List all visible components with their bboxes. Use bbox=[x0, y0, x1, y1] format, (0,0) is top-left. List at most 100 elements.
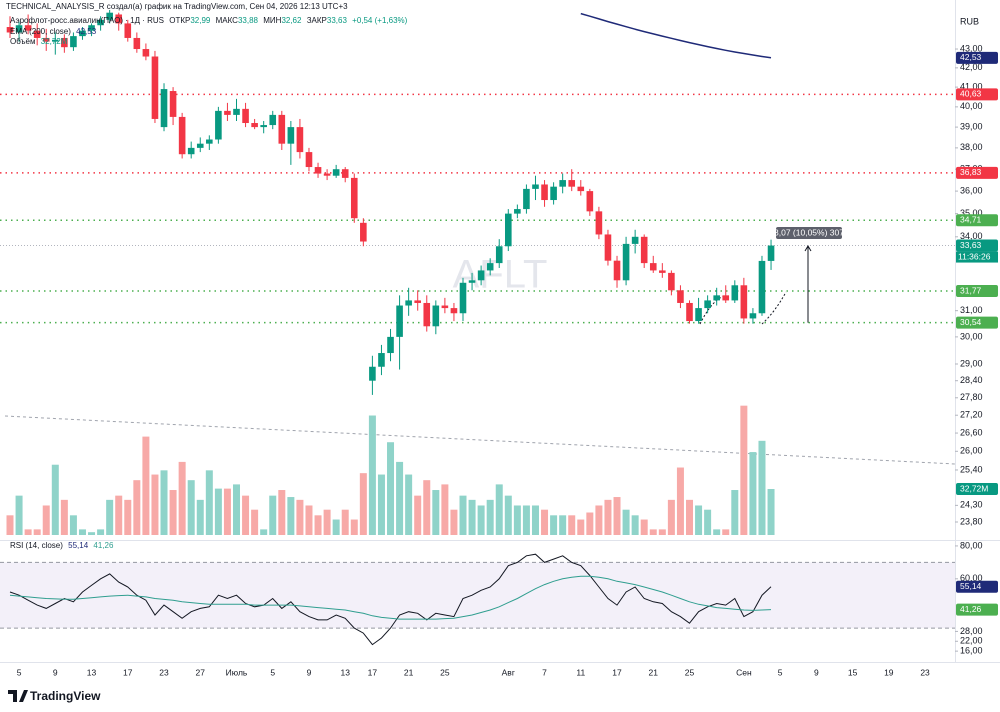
x-tick-label: 21 bbox=[404, 667, 414, 677]
rsi-line bbox=[9, 553, 772, 646]
legend-ema: EMA (200, close) 42,53 bbox=[10, 27, 97, 36]
volume-bar bbox=[441, 484, 449, 535]
brand: TradingView bbox=[30, 689, 101, 703]
ema-label-box bbox=[956, 51, 998, 64]
volume-bar bbox=[160, 470, 168, 535]
ohlc-value: 32,99 bbox=[190, 16, 211, 25]
legend-volume: Объём 32,72M bbox=[10, 37, 68, 46]
y-tick-label: 41,00 bbox=[960, 81, 983, 91]
candle-body bbox=[79, 30, 86, 37]
volume-bar bbox=[522, 505, 530, 535]
y-tick-label: 35,00 bbox=[960, 208, 983, 218]
volume-bar bbox=[187, 480, 195, 535]
candle-body bbox=[206, 139, 213, 144]
ohlc-label: ОТКР bbox=[169, 16, 190, 25]
volume-bar bbox=[296, 499, 304, 535]
volume-bar bbox=[459, 495, 467, 535]
level-label: 31,77 bbox=[960, 285, 982, 295]
x-tick-label: 13 bbox=[87, 667, 97, 677]
candle-body bbox=[24, 25, 32, 31]
candle-body bbox=[251, 123, 258, 128]
candle-body bbox=[613, 260, 621, 281]
volume-bar bbox=[722, 529, 730, 535]
candle-body bbox=[178, 116, 186, 155]
x-tick-label: 17 bbox=[123, 667, 133, 677]
footer bbox=[0, 682, 1000, 712]
candle-body bbox=[260, 125, 267, 128]
level-label-box bbox=[956, 214, 998, 227]
volume-bar bbox=[323, 509, 331, 535]
rsi-title: RSI (14, close) bbox=[10, 541, 63, 550]
y-tick-label: 36,00 bbox=[960, 185, 983, 195]
candle-body bbox=[550, 186, 557, 201]
x-tick-label: 9 bbox=[307, 667, 312, 677]
x-tick-label: Июль bbox=[226, 667, 248, 677]
volume-bar bbox=[432, 490, 440, 535]
y-tick-label: 28,40 bbox=[960, 375, 983, 385]
brand-logo bbox=[8, 690, 28, 702]
volume-bar bbox=[405, 474, 413, 535]
candle-body bbox=[115, 14, 123, 24]
change: +0,54 (+1,63%) bbox=[352, 16, 407, 25]
candle-body bbox=[631, 236, 639, 244]
volume-bar bbox=[78, 529, 86, 535]
level-label: 40,63 bbox=[960, 89, 982, 99]
volume-bar bbox=[24, 529, 32, 535]
candle-body bbox=[686, 302, 693, 322]
candle-body bbox=[360, 222, 367, 242]
x-tick-label: 27 bbox=[196, 667, 206, 677]
volume-bar bbox=[658, 529, 666, 535]
currency: RUB bbox=[960, 16, 979, 26]
rsi-tick-label: 16,00 bbox=[960, 646, 983, 656]
ohlc-label: МИН bbox=[263, 16, 281, 25]
x-tick-label: 5 bbox=[778, 667, 783, 677]
x-tick-label: 7 bbox=[542, 667, 547, 677]
candle-body bbox=[767, 245, 775, 261]
volume-bar bbox=[115, 495, 123, 535]
ema-name: EMA (200, close) bbox=[10, 27, 71, 36]
volume-bar bbox=[178, 461, 186, 535]
candle-body bbox=[450, 308, 458, 314]
rsi-tick-label: 80,00 bbox=[960, 540, 983, 550]
candle-body bbox=[133, 37, 141, 50]
volume-bar bbox=[368, 415, 376, 535]
legend-rsi: RSI (14, close) 55,14 41,26 bbox=[10, 541, 114, 550]
volume-bar bbox=[242, 495, 250, 535]
y-tick-label: 31,00 bbox=[960, 305, 983, 315]
projection-drawing bbox=[699, 291, 787, 325]
candle-body bbox=[677, 290, 684, 303]
volume-bar bbox=[142, 436, 150, 535]
candle-body bbox=[459, 282, 467, 314]
volume-bar bbox=[6, 515, 14, 535]
volume-bar bbox=[359, 473, 367, 535]
rsi-tick-label: 22,00 bbox=[960, 636, 983, 646]
volume-bar bbox=[631, 515, 639, 535]
y-tick-label: 27,80 bbox=[960, 392, 983, 402]
volume-bar bbox=[387, 442, 395, 535]
volume-bar bbox=[233, 484, 240, 535]
rsi-value-label-box bbox=[956, 603, 998, 616]
x-tick-label: 15 bbox=[848, 667, 858, 677]
ema-line bbox=[580, 12, 772, 59]
candle-body bbox=[233, 108, 240, 115]
x-tick-label: 19 bbox=[884, 667, 894, 677]
volume-bar bbox=[740, 405, 748, 535]
header: TECHNICAL_ANALYSIS_R создал(а) график на… bbox=[6, 2, 348, 11]
candle-body bbox=[396, 305, 403, 337]
volume-bar bbox=[468, 499, 476, 535]
candle-body bbox=[640, 236, 648, 264]
volume-bar bbox=[124, 499, 132, 535]
volume-bar bbox=[586, 512, 594, 535]
volume-bar bbox=[531, 505, 539, 535]
candle-body bbox=[305, 152, 313, 168]
ema-label: 42,53 bbox=[960, 52, 982, 62]
volume-bar bbox=[260, 529, 268, 535]
rsi-tick-label: 60,00 bbox=[960, 573, 983, 583]
volume-bar bbox=[196, 499, 204, 535]
candle-body bbox=[749, 313, 757, 319]
candle-body bbox=[604, 234, 612, 261]
candle-body bbox=[151, 56, 159, 119]
candle-body bbox=[369, 366, 376, 381]
volume-bar bbox=[559, 515, 567, 535]
